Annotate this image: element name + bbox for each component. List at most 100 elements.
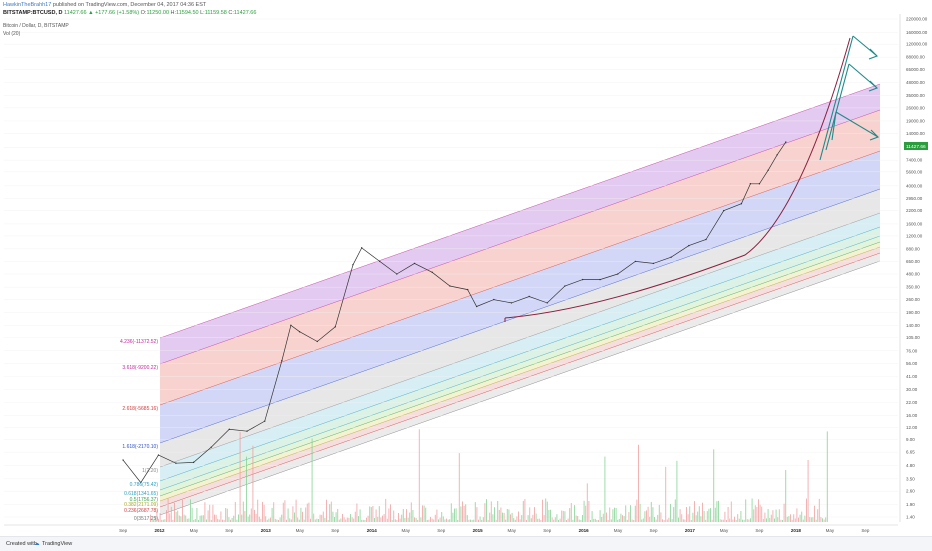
price-point [475,305,478,308]
volume-bar [716,501,718,522]
volume-bar [257,499,259,522]
volume-title[interactable]: Vol (20) [3,31,21,37]
volume-bar [791,519,793,522]
volume-bar [794,518,796,522]
volume-bar [561,510,563,522]
volume-bar [474,502,476,522]
volume-bar [705,519,707,522]
fib-line [159,150,881,406]
volume-bar [214,514,215,522]
price-axis-tick-label: 1600.00 [906,221,923,226]
fib-level-label: 0.618(1341.65) [124,491,158,497]
volume-bar [678,517,679,522]
volume-bar [190,499,191,522]
volume-bar [820,517,822,522]
volume-bar [450,503,452,522]
volume-bar [542,499,543,522]
time-axis[interactable]: Sep 2012 May Sep 2013 May Sep 2014 May Sep 2015 May… [4,524,898,533]
volume-bar [740,511,742,522]
volume-bar [314,519,316,522]
price-axis-tick-label: 1200.00 [906,233,923,238]
volume-bar [649,516,651,522]
volume-bar [246,456,247,522]
volume-bar [446,518,447,522]
volume-bar [606,512,607,522]
price-point [749,183,752,185]
volume-bar [774,518,775,522]
volume-bar [767,509,769,522]
volume-bar [780,519,782,522]
volume-bar [319,514,321,522]
volume-bar [154,516,156,522]
price-change: +177.66 (+1.58%) [95,9,140,16]
fib-level-label: 1.618(-2170.10) [122,444,158,450]
volume-bar [423,505,425,522]
volume-bar [532,514,534,522]
volume-bar [551,517,553,522]
volume-bar [420,517,422,522]
symbol-label[interactable]: BITSTAMP:BTCUSD, D [3,9,63,16]
volume-bar [289,518,291,522]
volume-bar [500,507,502,522]
volume-bar [618,519,620,522]
open-value: 11250.00 [146,9,170,16]
volume-bar [807,460,809,522]
published-text: published on TradingView.com, December 0… [52,2,207,8]
volume-bar [233,515,235,522]
volume-bar [201,515,203,522]
volume-bar [220,511,222,522]
arrow-head-icon [868,80,878,92]
volume-bar [615,508,617,522]
author-link[interactable]: HawkinTheBrahh17 [3,2,52,8]
price-axis[interactable]: 220000.00 160000.00 120000.00 88000.00 65000… [899,14,928,522]
volume-bar [534,507,535,522]
price-axis-tick-label: 1.40 [906,515,915,520]
volume-bar [574,505,575,522]
fib-level-label: 0.5(1756.37) [130,497,159,503]
footer-bar: Created with ☁ TradingView [0,536,932,551]
volume-bar [628,512,630,522]
price-chart[interactable]: 4.236(-11372.52) 3.618(-9200.22) 2.618(-56… [0,0,932,536]
volume-bar [340,518,342,522]
arrow-head-icon [869,129,879,141]
volume-bar [711,519,713,522]
last-price-tag: 11427.66 [904,142,928,150]
tradingview-brand[interactable]: TradingView [42,541,73,547]
volume-bar [270,517,271,522]
volume-bar [351,517,353,522]
price-axis-tick-label: 56.00 [906,361,918,366]
volume-bar [204,502,206,522]
volume-bar [737,514,739,522]
volume-bar [588,501,590,522]
volume-bar [594,518,596,522]
volume-bar [194,519,196,522]
price-point [599,278,601,281]
volume-bar [766,518,767,522]
volume-bar [161,519,163,522]
volume-bar [274,518,276,522]
volume-bar [702,502,703,522]
fib-line [159,226,881,482]
volume-bar [538,518,540,522]
volume-bar [438,519,439,522]
volume-bar [487,519,489,522]
volume-bar [335,512,337,522]
volume-bar [350,514,351,522]
volume-bar [188,518,190,522]
volume-bar [431,518,433,522]
price-point [722,209,725,212]
fib-level-label: 1(2.20) [142,468,158,474]
volume-bar [665,466,667,522]
volume-bar [359,509,361,522]
volume-bars [150,429,828,522]
close-value: 11427.66 [233,9,257,16]
close-label: C: [228,9,234,16]
volume-bar [687,514,689,522]
volume-bar [714,507,716,522]
volume-bar [546,501,548,522]
price-point [581,278,584,281]
time-axis-tick-label: Sep [437,528,446,533]
volume-bar [754,505,756,522]
volume-bar [167,498,169,522]
price-point [510,302,513,304]
